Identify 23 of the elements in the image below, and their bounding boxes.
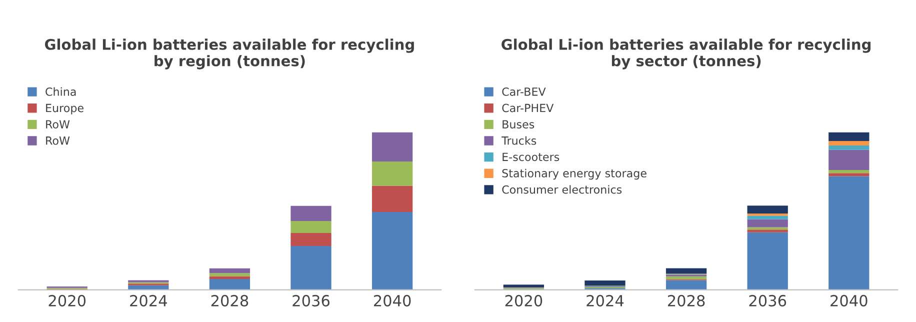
x-tick-label: 2028 (211, 294, 248, 306)
x-tick-label: 2024 (586, 294, 624, 306)
legend-label: China (46, 87, 76, 96)
legend-label: Car-BEV (502, 87, 546, 96)
x-tick-label: 2020 (48, 294, 86, 306)
legend-label: Buses (502, 120, 534, 128)
x-tick-label: 2036 (749, 294, 786, 306)
x-tick-label: 2024 (130, 294, 167, 306)
chart-title: Global Li-ion batteries available for recycling by sector (tonnes) (502, 38, 871, 70)
legend-label: Stationary energy storage (502, 168, 646, 180)
legend-label: Car-PHEV (502, 104, 554, 112)
legend-label: Consumer electronics (502, 185, 622, 194)
x-tick-label: 2036 (292, 294, 330, 306)
chart-title: Global Li-ion batteries available for recycling by region (tonnes) (44, 38, 414, 70)
legend-label: RoW (46, 136, 70, 145)
x-tick-label: 2040 (374, 294, 411, 306)
legend-label: Trucks (502, 136, 536, 145)
legend-label: E-scooters (502, 152, 560, 162)
x-tick-label: 2020 (505, 294, 542, 306)
legend-label: Europe (46, 104, 84, 114)
x-tick-label: 2040 (830, 294, 868, 306)
legend-label: RoW (46, 120, 70, 128)
x-tick-label: 2028 (668, 294, 705, 306)
